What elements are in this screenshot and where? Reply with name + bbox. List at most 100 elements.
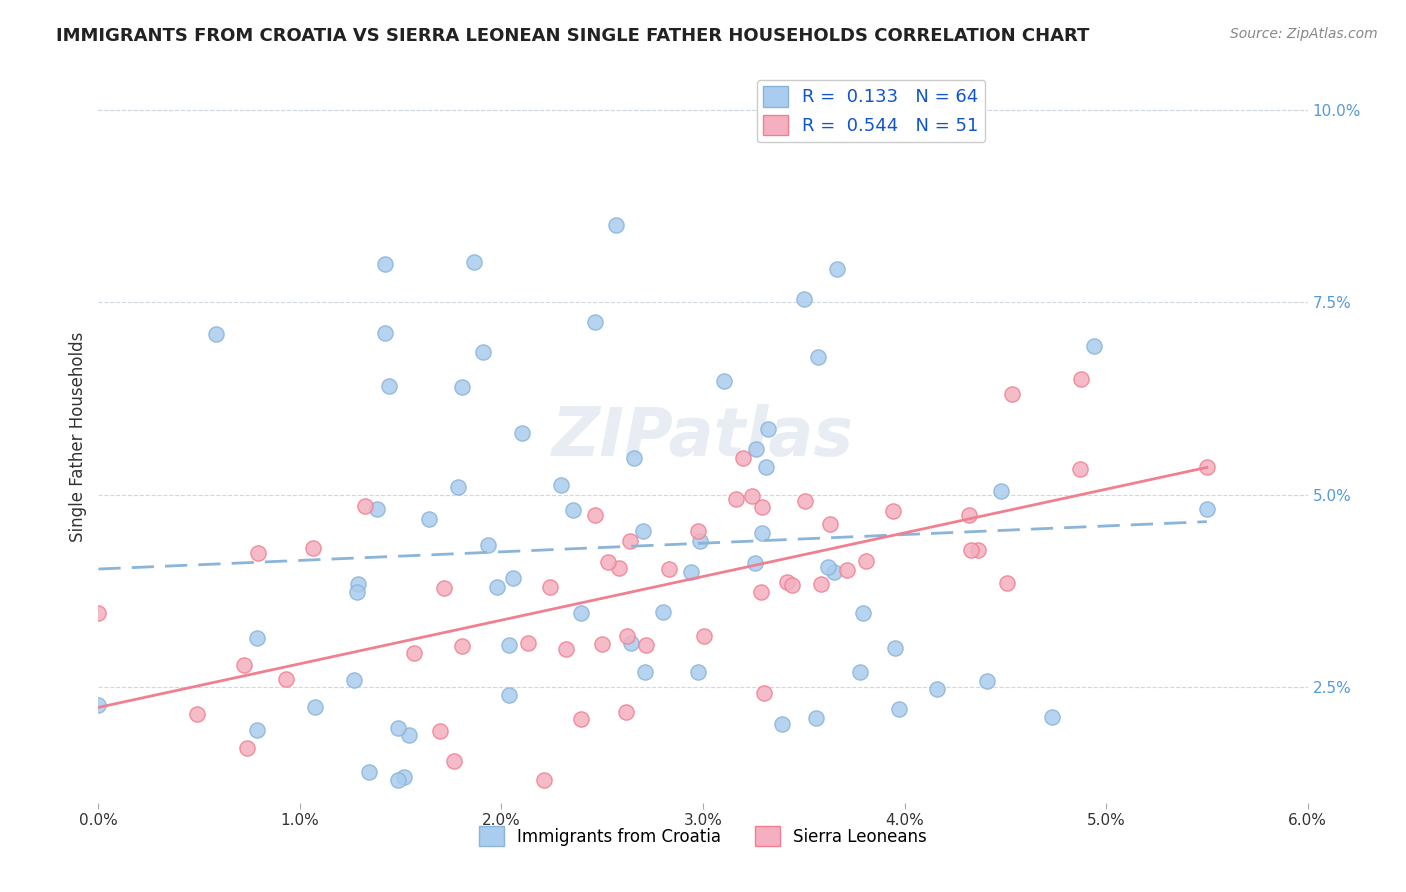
Point	[823, 565, 845, 579]
Point	[1001, 387, 1024, 401]
Point	[87, 698, 110, 713]
Point	[387, 721, 409, 735]
Point	[775, 574, 797, 589]
Point	[751, 526, 773, 541]
Point	[882, 504, 904, 518]
Point	[276, 672, 298, 686]
Point	[689, 534, 711, 549]
Point	[756, 422, 779, 436]
Point	[782, 578, 804, 592]
Point	[884, 641, 907, 656]
Point	[631, 524, 654, 538]
Point	[751, 500, 773, 515]
Point	[87, 606, 110, 620]
Point	[605, 219, 627, 233]
Point	[825, 262, 848, 277]
Legend: Immigrants from Croatia, Sierra Leoneans: Immigrants from Croatia, Sierra Leoneans	[472, 820, 934, 853]
Point	[755, 460, 778, 475]
Point	[623, 451, 645, 466]
Point	[247, 546, 270, 560]
Point	[752, 685, 775, 699]
Point	[463, 255, 485, 269]
Point	[471, 344, 494, 359]
Point	[1195, 460, 1218, 475]
Point	[793, 292, 815, 306]
Point	[741, 489, 763, 503]
Point	[378, 379, 401, 393]
Point	[852, 606, 875, 620]
Point	[770, 716, 793, 731]
Point	[1070, 372, 1092, 386]
Point	[837, 563, 859, 577]
Point	[616, 629, 638, 643]
Point	[585, 508, 607, 522]
Point	[976, 673, 998, 688]
Point	[246, 631, 269, 645]
Point	[596, 555, 619, 569]
Point	[959, 543, 981, 558]
Point	[1069, 462, 1091, 476]
Point	[538, 580, 561, 594]
Point	[561, 503, 583, 517]
Point	[957, 508, 980, 523]
Point	[693, 629, 716, 643]
Point	[967, 543, 990, 558]
Point	[636, 638, 658, 652]
Point	[232, 657, 254, 672]
Point	[512, 425, 534, 440]
Point	[724, 492, 747, 507]
Point	[810, 577, 832, 591]
Point	[451, 380, 474, 394]
Point	[995, 576, 1018, 591]
Point	[1040, 710, 1063, 724]
Text: ZIPatlas: ZIPatlas	[553, 404, 853, 470]
Point	[614, 706, 637, 720]
Point	[620, 636, 643, 650]
Point	[346, 585, 368, 599]
Point	[366, 502, 388, 516]
Point	[793, 493, 815, 508]
Text: IMMIGRANTS FROM CROATIA VS SIERRA LEONEAN SINGLE FATHER HOUSEHOLDS CORRELATION C: IMMIGRANTS FROM CROATIA VS SIERRA LEONEA…	[56, 27, 1090, 45]
Point	[502, 571, 524, 585]
Text: Source: ZipAtlas.com: Source: ZipAtlas.com	[1230, 27, 1378, 41]
Point	[498, 688, 520, 702]
Point	[398, 728, 420, 742]
Point	[402, 646, 425, 660]
Point	[246, 723, 269, 737]
Point	[302, 541, 325, 555]
Point	[477, 538, 499, 552]
Point	[651, 605, 673, 619]
Point	[498, 638, 520, 652]
Point	[533, 772, 555, 787]
Point	[418, 512, 440, 526]
Point	[517, 636, 540, 650]
Point	[205, 326, 228, 341]
Point	[658, 562, 681, 576]
Y-axis label: Single Father Households: Single Father Households	[69, 332, 87, 542]
Point	[925, 681, 948, 696]
Point	[354, 499, 377, 513]
Point	[1195, 501, 1218, 516]
Point	[550, 478, 572, 492]
Point	[186, 706, 208, 721]
Point	[447, 480, 470, 494]
Point	[688, 665, 710, 679]
Point	[443, 754, 465, 768]
Point	[749, 584, 772, 599]
Point	[744, 556, 766, 570]
Point	[554, 642, 576, 657]
Point	[359, 764, 381, 779]
Point	[745, 442, 768, 457]
Point	[619, 533, 641, 548]
Point	[855, 554, 877, 568]
Point	[733, 450, 755, 465]
Point	[817, 559, 839, 574]
Point	[374, 326, 396, 341]
Point	[607, 561, 630, 575]
Point	[591, 637, 613, 651]
Point	[804, 711, 827, 725]
Point	[374, 257, 396, 271]
Point	[807, 350, 830, 364]
Point	[569, 606, 592, 620]
Point	[392, 770, 415, 784]
